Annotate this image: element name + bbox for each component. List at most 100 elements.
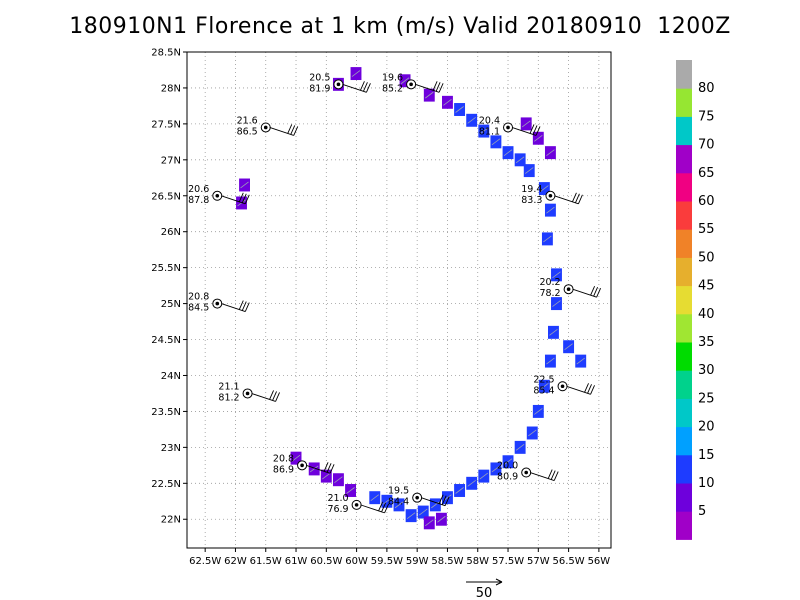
colorbar-segment (676, 370, 692, 399)
colorbar-label: 55 (698, 222, 715, 237)
colorbar: 5 10 15 20 25 30 35 40 45 50 55 60 65 70 75 80 (676, 60, 715, 540)
wind-arrow (406, 512, 416, 519)
station-plot: 20.080.9 (497, 461, 559, 483)
wind-arrow (515, 156, 525, 164)
colorbar-label: 10 (698, 476, 715, 491)
station-dot (415, 495, 419, 500)
barb-flag (553, 471, 559, 481)
reference-arrowhead (495, 578, 503, 586)
station-dot (300, 463, 304, 468)
station-rh: 78.2 (539, 288, 560, 299)
wind-arrow (418, 508, 428, 516)
wind-arrow (540, 382, 549, 390)
barb-flag (381, 502, 387, 513)
station-rh: 84.4 (388, 497, 409, 508)
colorbar-segment (676, 313, 692, 343)
barb-flag (432, 81, 438, 91)
y-tick-label: 28N (161, 83, 181, 94)
station-plot: 22.585.4 (533, 374, 595, 396)
wind-arrow (443, 98, 452, 106)
wind-arrow (394, 501, 404, 509)
station-dot (263, 125, 268, 130)
wind-arrow (546, 149, 555, 156)
wind-arrow (370, 494, 380, 502)
colorbar-label: 60 (698, 194, 715, 209)
barb-flag (593, 287, 599, 297)
colorbar-segment (676, 144, 692, 174)
barb-flag (438, 83, 444, 93)
y-tick-label: 27N (161, 155, 181, 166)
barb-staff (530, 472, 555, 481)
colorbar-label: 30 (698, 363, 715, 378)
station-speed: 20.8 (188, 292, 209, 303)
wind-arrow (491, 465, 501, 473)
barb-flag (547, 469, 553, 479)
x-tick-label: 58.5W (431, 556, 463, 567)
station-speed: 21.0 (327, 493, 348, 504)
station-rh: 81.2 (218, 392, 239, 403)
station-dot (524, 470, 528, 475)
station-dot (354, 503, 359, 507)
wind-arrow (540, 185, 549, 192)
y-tick-label: 27.5N (151, 119, 181, 130)
wind-arrow (552, 300, 561, 307)
wind-arrow (524, 167, 534, 174)
barb-flag (287, 124, 293, 134)
station-dot (548, 193, 553, 198)
x-tick-label: 59W (406, 556, 429, 567)
station-rh: 76.9 (327, 504, 348, 515)
station-speed: 20.0 (497, 461, 518, 472)
y-tick-label: 25N (161, 299, 181, 310)
station-plot: 20.481.1 (479, 115, 541, 137)
barb-staff (421, 497, 446, 507)
wind-arrow (491, 138, 501, 146)
station-speed: 20.6 (188, 184, 209, 195)
barb-flag (587, 384, 592, 394)
colorbar-segment (676, 285, 692, 315)
barb-staff (566, 385, 591, 395)
wind-arrow (455, 487, 464, 494)
x-tick-label: 57W (527, 556, 550, 567)
barb-flag (438, 494, 444, 504)
y-tick-label: 22.5N (151, 479, 181, 490)
station-dot (409, 82, 413, 87)
barb-flag (269, 390, 274, 400)
station-rh: 86.5 (237, 126, 258, 137)
barb-flag (575, 193, 580, 203)
barb-flag (323, 462, 329, 472)
barb-staff (342, 83, 367, 93)
wind-arrow (503, 149, 513, 156)
station-speed: 19.5 (388, 486, 409, 497)
wind-arrow (400, 77, 410, 85)
station-speed: 21.6 (237, 115, 258, 126)
station-rh: 81.9 (309, 83, 330, 94)
y-tick-label: 26N (161, 227, 181, 238)
barb-flag (293, 126, 299, 136)
x-tick-label: 56W (588, 556, 611, 567)
y-tick-label: 23.5N (151, 407, 181, 418)
wind-arrow (528, 429, 537, 437)
colorbar-segment (676, 511, 692, 540)
x-tick-label: 60W (345, 556, 368, 567)
wind-arrow (521, 120, 531, 128)
barb-flag (590, 286, 596, 296)
wind-arrow (425, 91, 434, 99)
barb-staff (572, 288, 597, 298)
x-tick-label: 58W (466, 556, 489, 567)
barb-staff (414, 83, 440, 93)
chart-title: 180910N1 Florence at 1 km (m/s) Valid 20… (69, 14, 731, 39)
station-dot (215, 301, 220, 306)
wind-arrow (467, 116, 476, 124)
wind-arrow (322, 472, 331, 480)
wind-arrow (515, 444, 525, 451)
colorbar-label: 35 (698, 335, 715, 350)
barb-staff (305, 464, 331, 474)
station-plot: 20.687.8 (188, 184, 250, 206)
station-plots: 20.581.9 19.685.2 21.686.5 20.481.1 20.687.8… (188, 72, 602, 515)
wind-arrow (351, 70, 361, 77)
colorbar-label: 50 (698, 250, 715, 265)
wind-arrow (543, 235, 552, 243)
station-rh: 84.5 (188, 303, 209, 314)
x-tick-label: 61W (285, 556, 308, 567)
